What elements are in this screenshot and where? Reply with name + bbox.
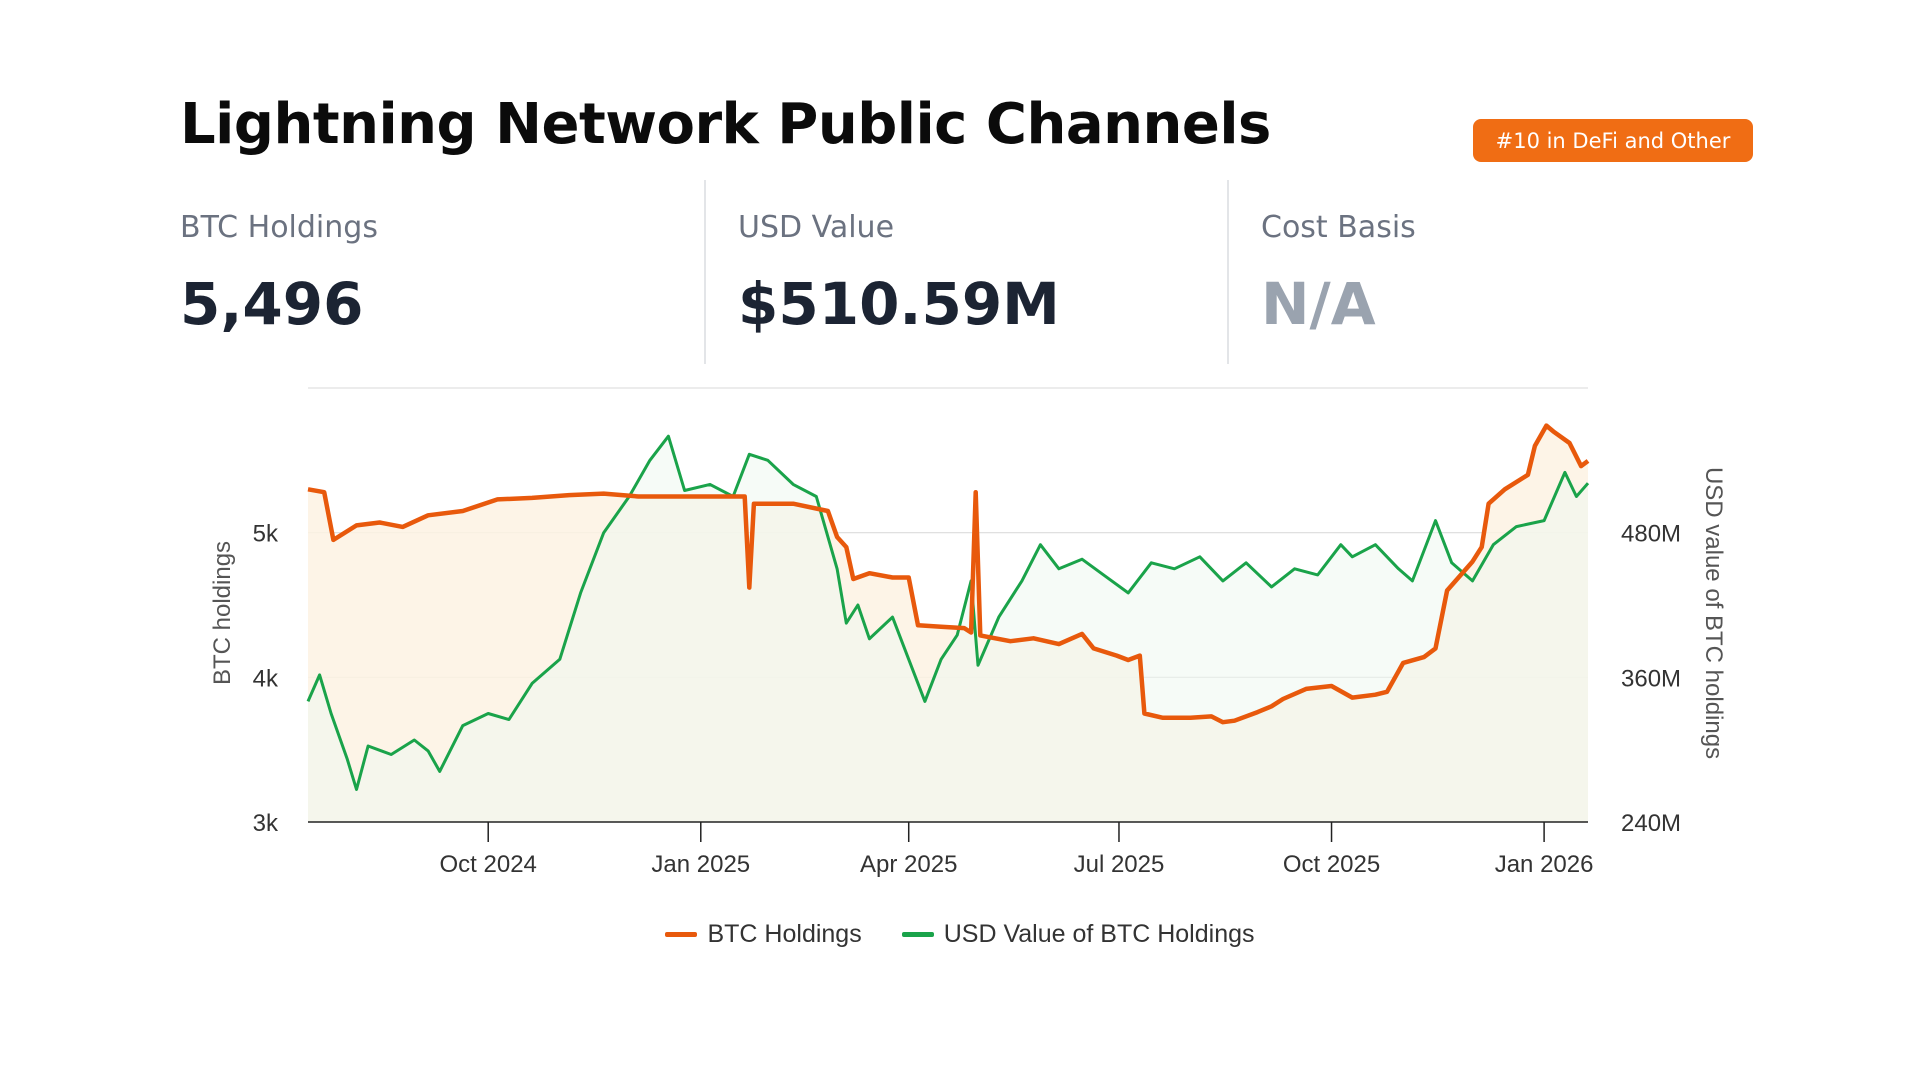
legend-item-usd[interactable]: USD Value of BTC Holdings: [901, 920, 1255, 949]
y-left-tick-label: 3k: [253, 810, 279, 837]
x-tick-label: Oct 2024: [440, 851, 537, 878]
x-tick-label: Apr 2025: [860, 851, 957, 878]
y-right-tick-label: 360M: [1621, 665, 1681, 692]
y-right-tick-label: 240M: [1621, 810, 1681, 837]
x-tick-label: Jul 2025: [1074, 851, 1165, 878]
legend-label-usd: USD Value of BTC Holdings: [943, 920, 1255, 948]
legend-swatch-usd: [901, 932, 934, 937]
x-tick-label: Jan 2025: [651, 851, 750, 878]
usd-series-line[interactable]: [306, 434, 1590, 791]
stat-value: $510.59M: [738, 270, 1060, 338]
stat-label: BTC Holdings: [180, 210, 378, 245]
btc-series-line[interactable]: [307, 423, 1590, 725]
y-left-axis-title: BTC holdings: [209, 541, 236, 685]
y-right-axis-title: USD value of BTC holdings: [1700, 467, 1727, 759]
legend-swatch-btc: [665, 932, 698, 937]
stat-value: 5,496: [180, 270, 364, 338]
stat-label: USD Value: [738, 210, 895, 245]
y-left-tick-label: 5k: [253, 521, 279, 548]
stat-usd-value: USD Value $510.59M: [704, 180, 1258, 364]
x-tick-label: Oct 2025: [1283, 851, 1380, 878]
stat-value: N/A: [1261, 270, 1376, 338]
legend-item-btc[interactable]: BTC Holdings: [665, 920, 862, 949]
chart-legend: BTC Holdings USD Value of BTC Holdings: [0, 920, 1920, 949]
stat-label: Cost Basis: [1261, 210, 1416, 245]
usd-area: [308, 436, 1588, 822]
stat-cost-basis: Cost Basis N/A: [1227, 180, 1781, 364]
y-right-tick-label: 480M: [1621, 521, 1681, 548]
legend-label-btc: BTC Holdings: [707, 920, 862, 948]
x-tick-label: Jan 2026: [1495, 851, 1594, 878]
stat-btc-holdings: BTC Holdings 5,496: [180, 180, 700, 364]
y-left-tick-label: 4k: [253, 665, 279, 692]
page-title: Lightning Network Public Channels: [180, 92, 1271, 157]
rank-badge[interactable]: #10 in DeFi and Other: [1473, 119, 1753, 162]
